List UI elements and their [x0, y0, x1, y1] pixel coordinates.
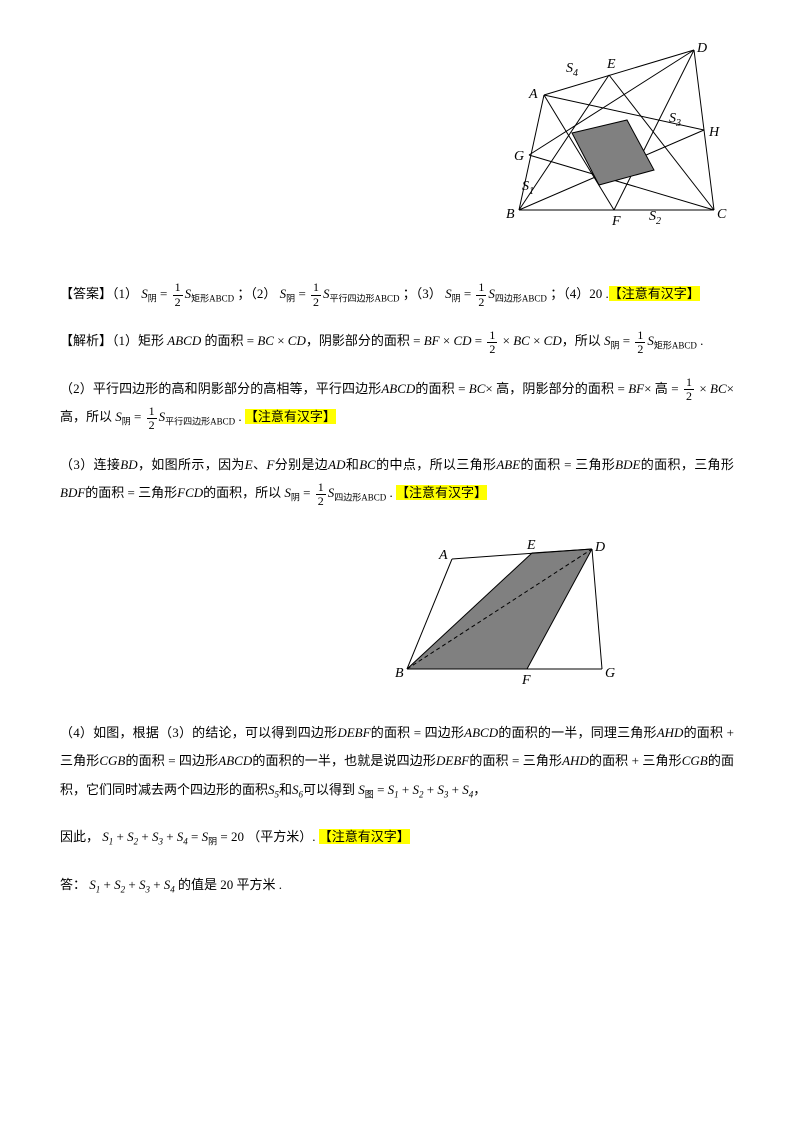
highlight-1: 【注意有汉字】 [609, 286, 700, 301]
analysis-p2: （2）平行四边形的高和阴影部分的高相等，平行四边形ABCD的面积 = BC× 高… [60, 375, 734, 433]
highlight-4: 【注意有汉字】 [319, 829, 410, 844]
svg-text:C: C [717, 207, 727, 222]
figure-2: A B G D E F [387, 539, 627, 689]
svg-text:S2: S2 [649, 209, 661, 227]
analysis-p1: 【解析】（1）矩形 ABCD 的面积 = BC × CD，阴影部分的面积 = B… [60, 327, 734, 356]
svg-text:G: G [514, 149, 524, 164]
answer-line: 【答案】（1） S阴 = 12S矩形ABCD ；（2） S阴 = 12S平行四边… [60, 280, 734, 309]
analysis-p6: 答： S1 + S2 + S3 + S4 的值是 20 平方米 . [60, 871, 734, 900]
svg-text:D: D [594, 540, 605, 555]
svg-text:F: F [611, 214, 621, 229]
figure-1: A B C D E F G H S1 S2 S3 S4 [494, 40, 734, 240]
svg-text:B: B [506, 207, 515, 222]
svg-text:A: A [528, 87, 538, 102]
figure-1-row: A B C D E F G H S1 S2 S3 S4 [60, 40, 734, 240]
analysis-p3: （3）连接BD，如图所示，因为E、F分别是边AD和BC的中点，所以三角形ABE的… [60, 451, 734, 509]
highlight-3: 【注意有汉字】 [396, 485, 487, 500]
svg-text:G: G [605, 666, 615, 681]
highlight-2: 【注意有汉字】 [245, 409, 336, 424]
svg-text:E: E [526, 539, 536, 553]
figure-2-row: A B G D E F [60, 539, 734, 689]
analysis-p4: （4）如图，根据（3）的结论，可以得到四边形DEBF的面积 = 四边形ABCD的… [60, 719, 734, 806]
svg-text:H: H [708, 125, 720, 140]
svg-text:D: D [696, 41, 707, 56]
svg-text:A: A [438, 548, 448, 563]
svg-text:S3: S3 [669, 111, 681, 129]
svg-text:F: F [521, 673, 531, 688]
svg-text:S1: S1 [522, 179, 534, 197]
svg-text:B: B [395, 666, 404, 681]
analysis-p5: 因此， S1 + S2 + S3 + S4 = S阴 = 20 （平方米）. 【… [60, 823, 734, 852]
svg-text:E: E [606, 57, 616, 72]
answer-prefix: 【答案】 [60, 286, 112, 301]
svg-text:S4: S4 [566, 61, 578, 79]
